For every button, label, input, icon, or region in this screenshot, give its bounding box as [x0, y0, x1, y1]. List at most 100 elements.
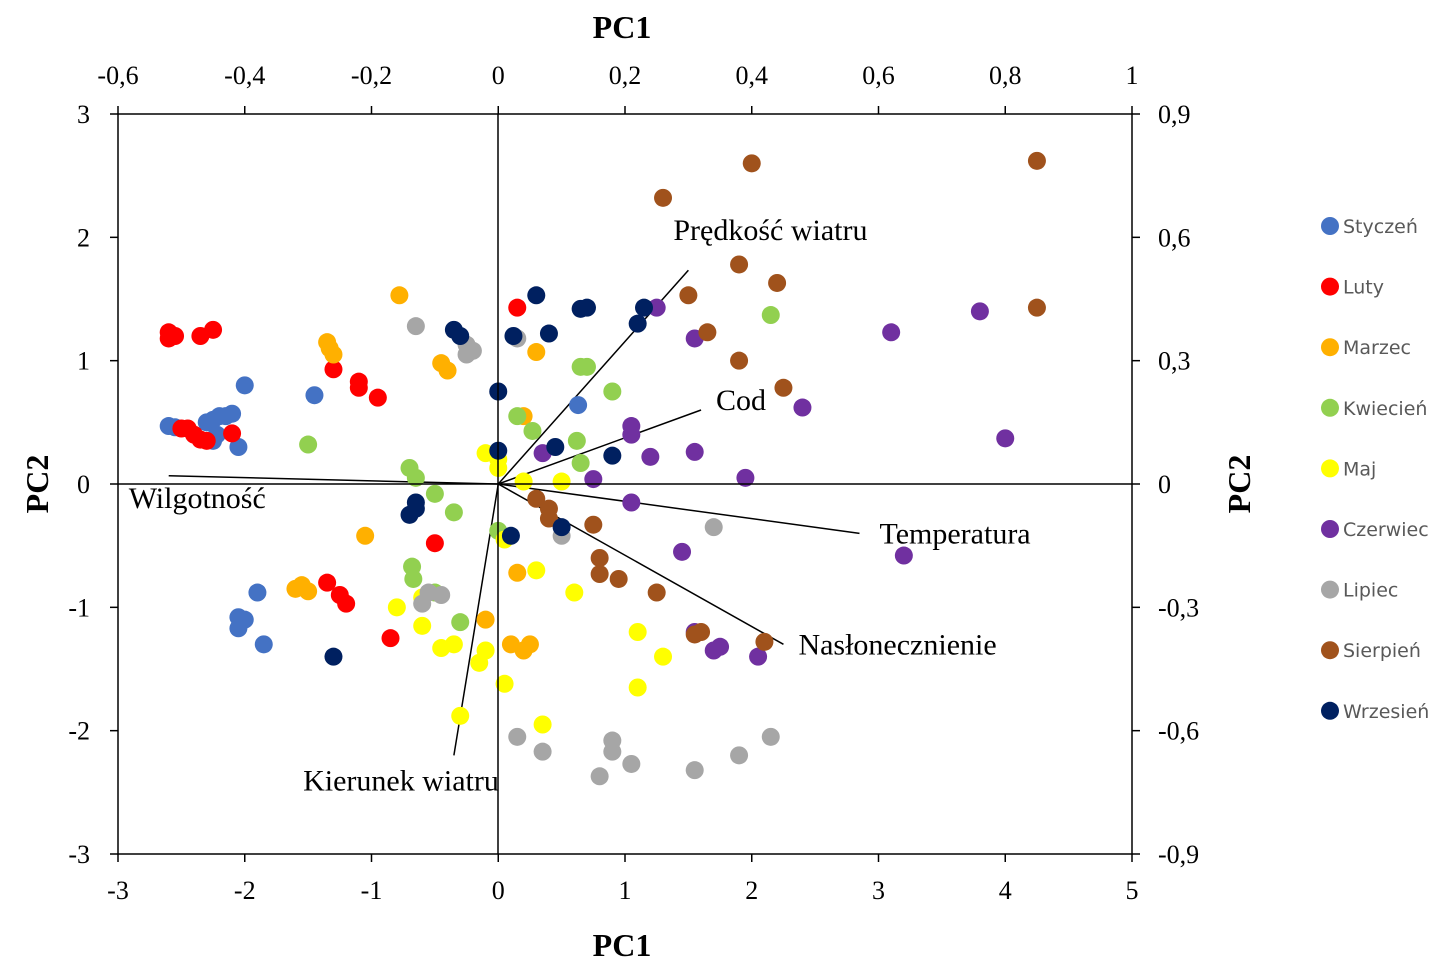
series-group [324, 286, 654, 666]
legend-label: Kwiecień [1343, 398, 1427, 420]
y-tick-label-right: -0,9 [1158, 840, 1199, 869]
data-point [539, 324, 558, 343]
data-point [425, 484, 444, 503]
legend-marker [1321, 520, 1339, 538]
series-group [387, 444, 673, 734]
data-point [679, 286, 698, 305]
data-point [223, 424, 242, 443]
data-point [166, 327, 185, 345]
data-point [571, 454, 590, 473]
x-axis-title-top: PC1 [593, 9, 652, 45]
data-point [533, 715, 552, 734]
y-tick-label-right: 0,3 [1158, 347, 1191, 376]
vector-label: Kierunek wiatru [303, 764, 499, 797]
legend-marker [1321, 459, 1339, 478]
legend-label: Lipiec [1343, 580, 1398, 602]
data-point [324, 360, 343, 379]
vector-label: Nasłonecznienie [798, 628, 996, 661]
data-point [514, 472, 533, 491]
x-tick-label-top: 0 [492, 61, 505, 90]
y-tick-label-left: 0 [77, 470, 90, 499]
data-point [698, 323, 717, 342]
data-point [569, 396, 588, 415]
series-group [533, 298, 1015, 666]
data-point [654, 188, 673, 207]
data-point [768, 273, 787, 292]
data-point [444, 635, 463, 654]
data-point [404, 569, 423, 588]
data-point [508, 563, 527, 582]
data-point [590, 565, 609, 584]
data-point [508, 727, 527, 746]
data-point [685, 442, 704, 461]
x-tick-label-top: 0,2 [609, 61, 642, 90]
data-point [730, 351, 749, 370]
data-point [504, 327, 523, 345]
data-point [577, 298, 596, 317]
data-point [647, 298, 666, 317]
loading-vector [498, 483, 860, 535]
data-point [508, 407, 527, 426]
data-point [673, 542, 692, 561]
series-group [527, 151, 1046, 651]
data-point [635, 298, 654, 317]
data-point [451, 327, 470, 345]
y-tick-label-left: -3 [68, 840, 90, 869]
vector-label: Prędkość wiatru [673, 214, 867, 247]
data-point [318, 573, 337, 592]
data-point [390, 286, 409, 305]
data-point [387, 598, 406, 617]
data-point [438, 361, 457, 380]
data-point [567, 431, 586, 450]
y-tick-label-right: 0 [1158, 470, 1171, 499]
data-point [609, 569, 628, 588]
legend-label: Marzec [1343, 337, 1411, 359]
legend-marker [1321, 217, 1339, 235]
data-point [774, 378, 793, 397]
data-point [413, 616, 432, 635]
data-point [628, 314, 647, 333]
data-point [685, 761, 704, 780]
x-tick-label-bottom: 0 [492, 876, 505, 905]
series-group [286, 286, 546, 660]
x-tick-label-top: 1 [1126, 61, 1139, 90]
data-point [533, 742, 552, 761]
data-point [692, 623, 711, 641]
data-point [356, 526, 375, 545]
x-tick-label-top: -0,2 [351, 61, 392, 90]
data-point [337, 594, 356, 613]
data-point [628, 623, 647, 641]
data-point [508, 298, 527, 317]
loading-vector [497, 409, 702, 485]
y-tick-label-right: -0,3 [1158, 593, 1199, 622]
data-point [552, 472, 571, 491]
data-point [406, 468, 425, 487]
data-point [501, 526, 520, 545]
data-point [495, 674, 514, 693]
data-point [622, 493, 641, 512]
legend-marker [1321, 338, 1339, 357]
data-point [730, 255, 749, 274]
data-point [755, 632, 774, 651]
data-point [1027, 298, 1046, 317]
data-point [223, 404, 242, 423]
series-group [299, 306, 780, 632]
data-point [711, 637, 730, 656]
data-point [603, 382, 622, 401]
data-point [406, 317, 425, 336]
data-point [527, 343, 546, 362]
data-point [406, 493, 425, 512]
legend-label: Wrzesień [1343, 701, 1429, 723]
data-point [704, 518, 723, 537]
data-point [368, 388, 387, 407]
y-tick-label-right: 0,9 [1158, 100, 1191, 129]
x-tick-label-top: 0,6 [862, 61, 895, 90]
legend-label: Styczeń [1343, 216, 1418, 238]
data-point [761, 727, 780, 746]
x-tick-label-top: 0,8 [989, 61, 1022, 90]
data-point [894, 546, 913, 565]
data-point [584, 470, 603, 489]
data-point [996, 429, 1015, 448]
data-point [463, 341, 482, 360]
